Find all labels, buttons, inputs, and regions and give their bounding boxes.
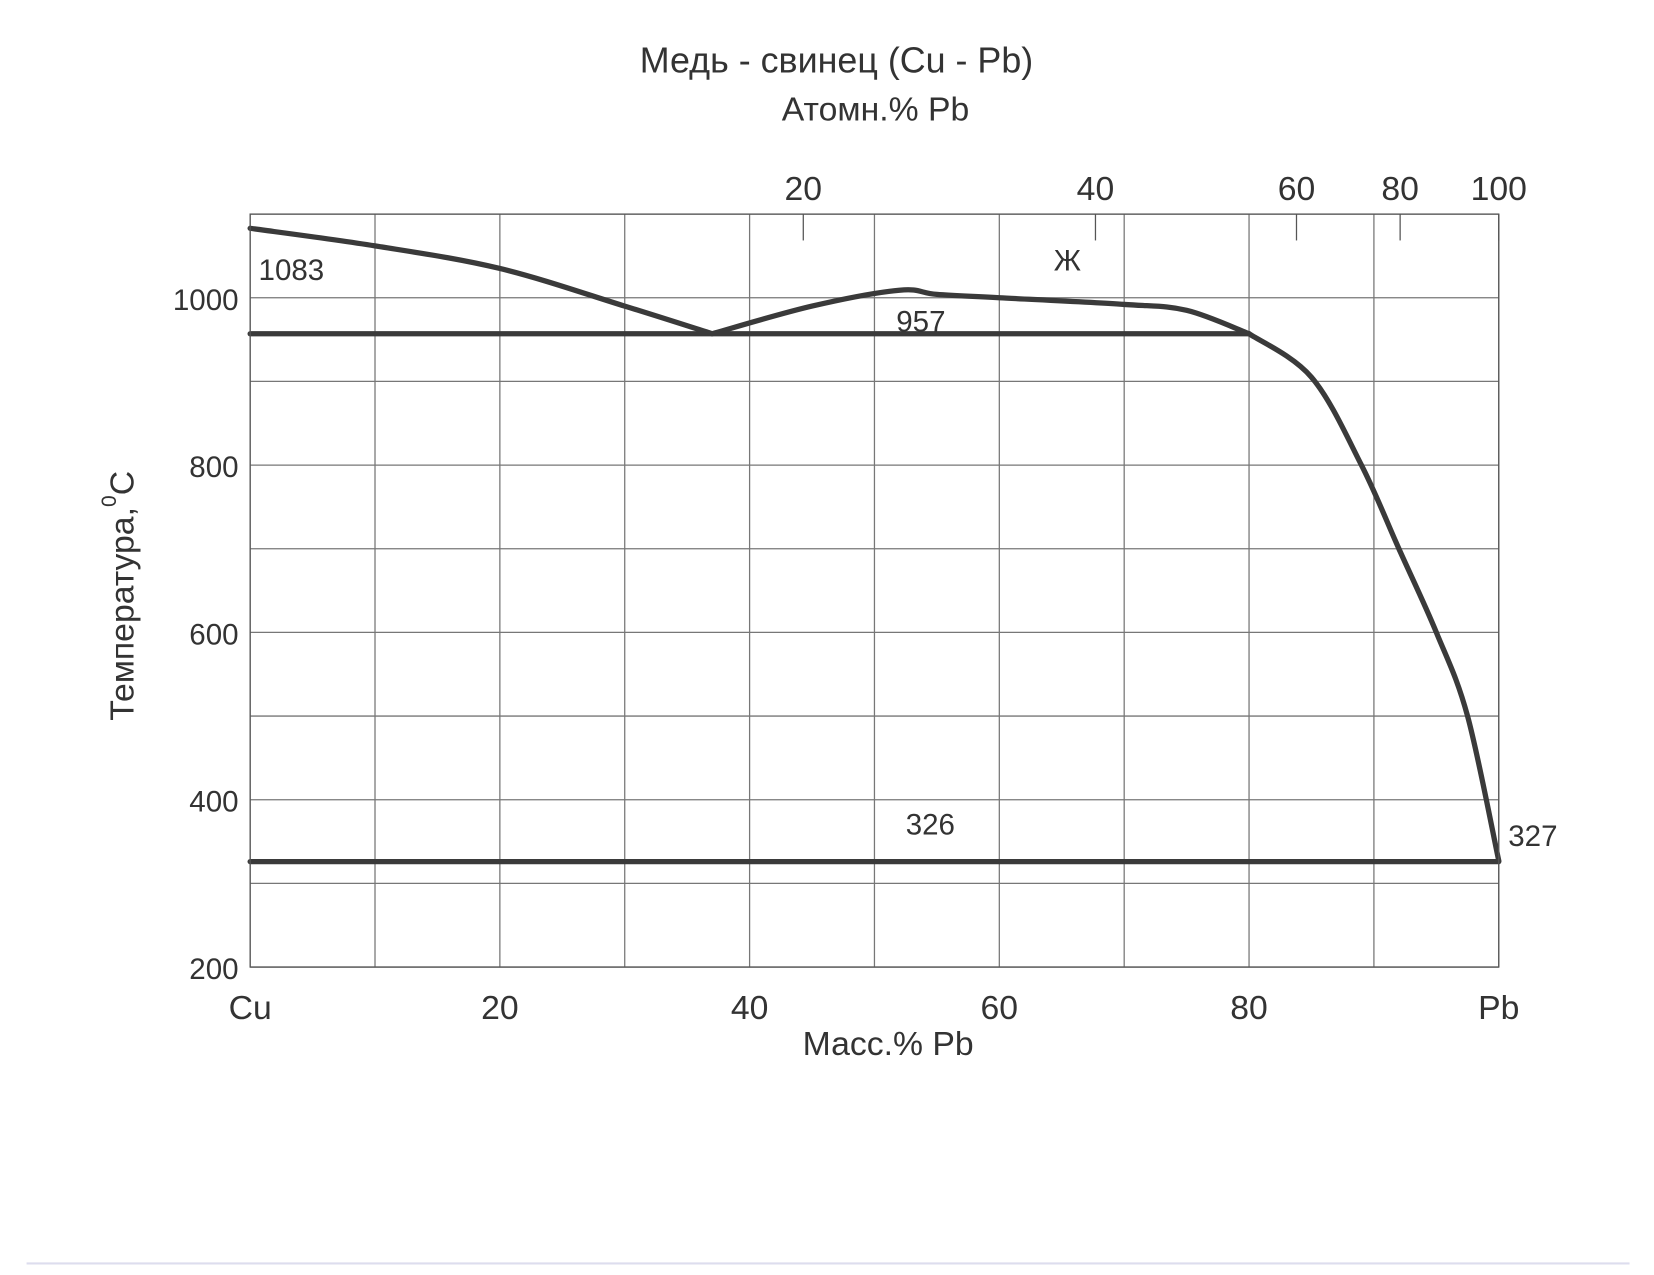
y-tick-label: 600 bbox=[189, 618, 238, 651]
plot-frame bbox=[249, 213, 1500, 968]
x2-tick-label: 40 bbox=[1077, 170, 1115, 208]
y-axis-label-text: Температура, bbox=[104, 507, 142, 721]
x-tick-label: 20 bbox=[481, 989, 519, 1027]
annotation: 957 bbox=[896, 306, 945, 339]
x2-axis-label: Атомн.% Pb bbox=[782, 91, 969, 129]
phase-line bbox=[709, 287, 1252, 337]
x2-tick-label: 60 bbox=[1278, 170, 1316, 208]
phase-line bbox=[247, 225, 715, 337]
x-tick-label: 80 bbox=[1230, 989, 1268, 1027]
x-tick-label: Pb bbox=[1478, 989, 1519, 1027]
y-axis-label-unit: C bbox=[104, 471, 142, 495]
y-tick-label: 200 bbox=[189, 953, 238, 986]
chart-title: Медь - свинец (Cu - Pb) bbox=[640, 41, 1033, 81]
y-axis-label-sup: 0 bbox=[97, 495, 120, 507]
x2-tick-label: 100 bbox=[1471, 170, 1527, 208]
x-tick-label: 60 bbox=[981, 989, 1019, 1027]
x-tick-label: 40 bbox=[731, 989, 769, 1027]
x-axis-label: Масс.% Pb bbox=[803, 1025, 974, 1063]
x-tick-label: Cu bbox=[229, 989, 272, 1027]
annotation: 1083 bbox=[259, 254, 325, 287]
y-axis-label: Температура,0C bbox=[97, 471, 141, 721]
y-tick-label: 1000 bbox=[173, 284, 239, 317]
y-tick-label: 800 bbox=[189, 451, 238, 484]
x2-tick-label: 20 bbox=[785, 170, 823, 208]
annotation: 326 bbox=[906, 809, 955, 842]
y-tick-label: 400 bbox=[189, 786, 238, 819]
x2-tick-label: 80 bbox=[1381, 170, 1419, 208]
phase-line bbox=[1246, 331, 1502, 864]
annotation: Ж bbox=[1054, 244, 1081, 277]
annotation: 327 bbox=[1508, 820, 1557, 853]
